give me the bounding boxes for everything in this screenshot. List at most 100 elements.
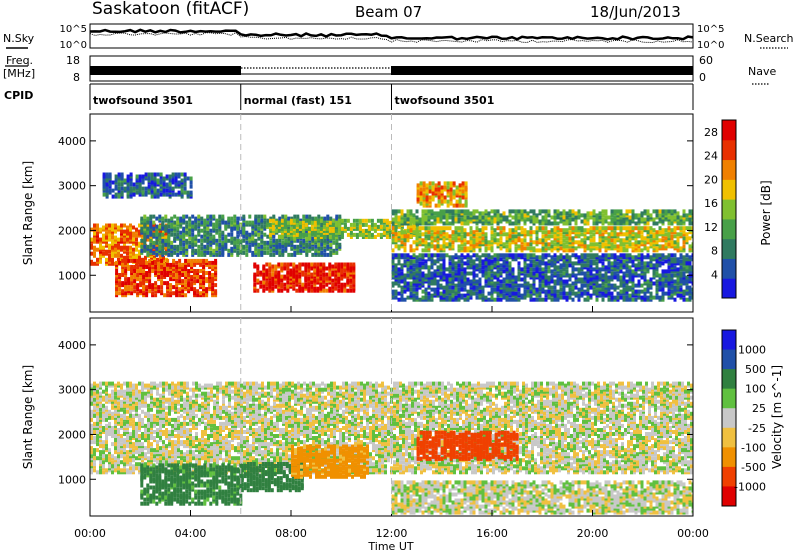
heatmap-cell <box>167 238 171 243</box>
heatmap-cell <box>419 201 423 206</box>
heatmap-cell <box>197 228 201 233</box>
heatmap-cell <box>544 219 548 224</box>
heatmap-cell <box>162 255 165 260</box>
heatmap-cell <box>421 283 425 288</box>
heatmap-cell <box>619 259 623 264</box>
heatmap-cell <box>257 214 261 219</box>
heatmap-cell <box>239 250 243 255</box>
heatmap-cell <box>130 291 134 296</box>
heatmap-cell <box>469 232 473 237</box>
heatmap-cell <box>448 221 452 226</box>
heatmap-cell <box>544 215 548 220</box>
heatmap-cell <box>637 289 641 294</box>
heatmap-cell <box>640 289 644 294</box>
heatmap-cell <box>526 283 530 288</box>
heatmap-cell <box>236 250 240 255</box>
heatmap-cell <box>305 248 309 253</box>
heatmap-cell <box>583 244 587 249</box>
heatmap-cell <box>664 269 668 274</box>
heatmap-cell <box>108 237 111 242</box>
heatmap-cell <box>619 215 623 220</box>
freq-label-2: [MHz] <box>3 67 35 80</box>
heatmap-cell <box>152 226 156 231</box>
heatmap-cell <box>610 261 614 266</box>
heatmap-cell <box>233 214 237 219</box>
heatmap-cell <box>118 291 122 296</box>
heatmap-cell <box>172 291 176 296</box>
heatmap-cell <box>613 230 617 235</box>
heatmap-cell <box>184 258 188 263</box>
heatmap-cell <box>93 261 96 266</box>
heatmap-cell <box>637 253 641 258</box>
heatmap-cell <box>691 253 693 258</box>
heatmap-cell <box>667 281 671 286</box>
heatmap-cell <box>257 248 261 253</box>
heatmap-cell <box>227 248 231 253</box>
heatmap-cell <box>170 232 174 237</box>
heatmap-cell <box>658 226 662 231</box>
heatmap-cell <box>685 213 689 218</box>
heatmap-cell <box>415 271 419 276</box>
heatmap-cell <box>664 271 668 276</box>
heatmap-cell <box>263 214 267 219</box>
heatmap-cell <box>99 253 102 258</box>
heatmap-cell <box>268 222 272 227</box>
heatmap-cell <box>90 259 93 264</box>
heatmap-cell <box>111 235 114 240</box>
heatmap-cell <box>208 283 212 288</box>
heatmap-cell <box>481 297 485 302</box>
heatmap-cell <box>538 267 542 272</box>
heatmap-cell <box>337 262 341 267</box>
heatmap-cell <box>135 237 138 242</box>
heatmap-cell <box>685 253 689 258</box>
heatmap-cell <box>406 238 410 243</box>
heatmap-cell <box>90 227 93 232</box>
heatmap-cell <box>141 233 144 238</box>
heatmap-cell <box>140 226 144 231</box>
heatmap-cell <box>625 295 629 300</box>
heatmap-cell <box>529 263 533 268</box>
heatmap-cell <box>547 285 551 290</box>
heatmap-cell <box>409 259 413 264</box>
heatmap-cell <box>673 257 677 262</box>
heatmap-cell <box>562 234 566 239</box>
heatmap-cell <box>143 238 147 243</box>
heatmap-cell <box>442 215 446 220</box>
nave-label: Nave <box>748 65 776 78</box>
heatmap-cell <box>298 232 302 237</box>
heatmap-cell <box>191 226 195 231</box>
heatmap-cell <box>421 289 425 294</box>
heatmap-cell <box>127 285 131 290</box>
heatmap-cell <box>236 230 240 235</box>
heatmap-cell <box>628 265 632 270</box>
heatmap-cell <box>484 232 488 237</box>
heatmap-cell <box>352 262 356 267</box>
heatmap-cell <box>616 277 620 282</box>
heatmap-cell <box>448 215 452 220</box>
heatmap-cell <box>529 242 533 247</box>
heatmap-cell <box>287 238 291 243</box>
heatmap-cell <box>682 236 686 241</box>
heatmap-cell <box>280 218 284 223</box>
heatmap-cell <box>412 226 416 231</box>
heatmap-cell <box>505 297 509 302</box>
heatmap-cell <box>595 246 599 251</box>
heatmap-cell <box>138 229 141 234</box>
noise-tick-bottom-right: 10^0 <box>697 40 724 51</box>
heatmap-cell <box>388 232 392 237</box>
heatmap-cell <box>658 259 662 264</box>
heatmap-cell <box>158 214 162 219</box>
heatmap-cell <box>427 279 431 284</box>
heatmap-cell <box>520 283 524 288</box>
heatmap-cell <box>469 283 473 288</box>
heatmap-cell <box>616 285 620 290</box>
heatmap-cell <box>673 259 677 264</box>
heatmap-cell <box>314 238 318 243</box>
heatmap-cell <box>136 277 140 282</box>
heatmap-cell <box>586 257 590 262</box>
heatmap-cell <box>301 228 305 233</box>
heatmap-cell <box>658 281 662 286</box>
heatmap-cell <box>259 284 263 289</box>
heatmap-cell <box>400 285 404 290</box>
heatmap-cell <box>634 297 638 302</box>
